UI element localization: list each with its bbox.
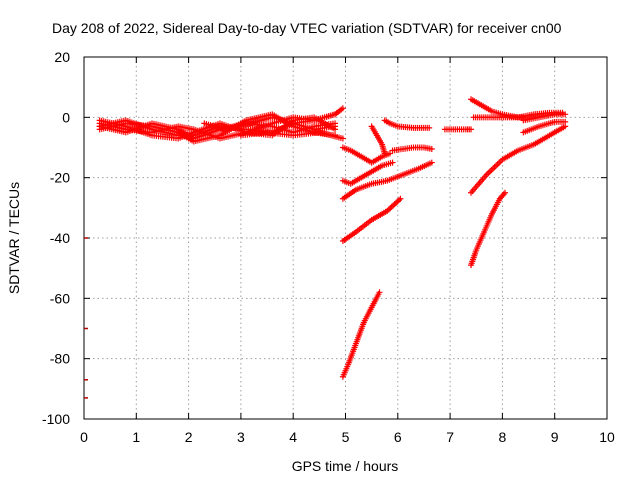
data-point — [381, 150, 388, 157]
x-tick-label: 2 — [185, 429, 193, 445]
y-tick-label: -60 — [50, 290, 70, 306]
data-point — [468, 126, 475, 133]
y-tick-label: -20 — [50, 170, 70, 186]
series-arc-m — [339, 159, 435, 202]
x-tick-label: 6 — [394, 429, 402, 445]
series-arc-r — [470, 114, 527, 121]
data-point — [428, 159, 435, 166]
series-outliers — [84, 237, 88, 399]
series-arc-h — [339, 144, 393, 166]
data-marks — [84, 96, 569, 399]
series-arc-g — [237, 129, 346, 142]
data-point — [428, 146, 435, 153]
x-tick-label: 9 — [551, 429, 559, 445]
data-point — [339, 105, 346, 112]
series-arc-o — [339, 289, 383, 380]
x-tick-label: 3 — [237, 429, 245, 445]
grid — [84, 57, 607, 419]
x-tick-labels: 0 1 2 3 4 5 6 7 8 9 10 — [80, 429, 615, 445]
x-tick-label: 7 — [446, 429, 454, 445]
data-point — [376, 289, 383, 296]
x-axis-label: GPS time / hours — [292, 458, 399, 474]
y-tick-labels: 20 0 -20 -40 -60 -80 -100 — [42, 49, 70, 427]
x-tick-label: 4 — [289, 429, 297, 445]
data-point — [426, 124, 433, 131]
y-tick-label: -100 — [42, 411, 70, 427]
axis-ticks — [83, 56, 608, 420]
data-point — [389, 159, 396, 166]
data-point — [332, 123, 339, 130]
series-arc-v — [468, 189, 509, 269]
data-point — [339, 135, 346, 142]
series-arc-n — [339, 195, 404, 245]
series-arc-t — [520, 111, 569, 124]
data-point — [502, 189, 509, 196]
series-arc-k — [339, 159, 396, 187]
y-tick-label: 0 — [62, 109, 70, 125]
series-arc-f — [201, 105, 346, 133]
x-tick-label: 0 — [80, 429, 88, 445]
y-axis-label: SDTVAR / TECUs — [6, 182, 22, 294]
series-arc-s — [520, 118, 569, 136]
data-point — [562, 123, 569, 130]
series-arc-u — [468, 123, 569, 196]
y-tick-label: -80 — [50, 351, 70, 367]
x-tick-label: 1 — [132, 429, 140, 445]
x-tick-label: 10 — [599, 429, 615, 445]
y-tick-label: -40 — [50, 230, 70, 246]
y-tick-label: 20 — [54, 49, 70, 65]
data-point — [386, 150, 393, 157]
series-arc-j — [381, 117, 433, 131]
data-point — [397, 195, 404, 202]
series-arc-p — [441, 126, 475, 133]
data-point — [562, 111, 569, 118]
x-tick-label: 5 — [342, 429, 350, 445]
series-arc-i — [368, 123, 388, 157]
series-arc-l — [389, 144, 435, 154]
x-tick-label: 8 — [499, 429, 507, 445]
chart-title: Day 208 of 2022, Sidereal Day-to-day VTE… — [52, 20, 562, 36]
